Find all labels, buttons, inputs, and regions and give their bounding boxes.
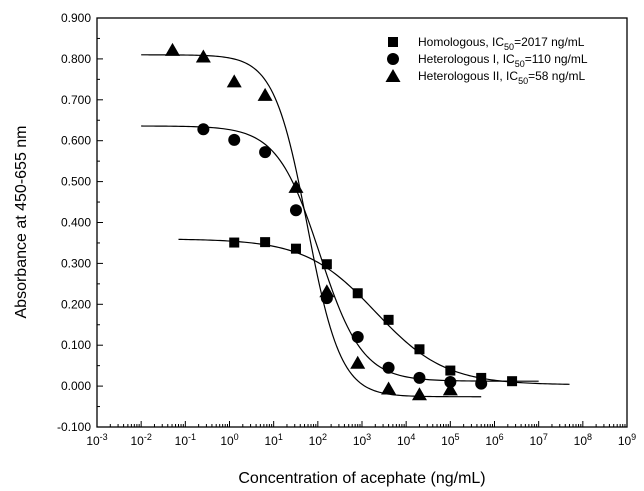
legend-label: Heterologous II, IC50=58 ng/mL [418,69,585,86]
legend-label: Homologous, IC50=2017 ng/mL [418,35,585,52]
data-point-circle [259,146,272,159]
data-point-circle [444,376,457,389]
x-tick-label: 10-2 [130,432,151,448]
legend-label: Heterologous I, IC50=110 ng/mL [418,52,588,69]
fit-curves [141,54,570,398]
x-tick-label: 10-1 [175,432,196,448]
data-point-square [507,376,518,387]
data-point-triangle [257,87,273,101]
data-point-triangle [381,381,397,395]
x-tick-label: 106 [485,432,503,448]
data-point-circle [289,204,302,217]
data-point-triangle [195,49,211,63]
x-tick-label: 101 [264,432,282,448]
x-tick-label: 104 [397,432,415,448]
data-point-square [383,314,394,325]
data-point-circle [228,133,241,146]
data-point-triangle [411,387,427,401]
x-tick-label: 10-3 [86,432,107,448]
x-tick-label: 105 [441,432,459,448]
y-tick-label: 0.300 [61,256,91,270]
data-point-square [321,259,332,270]
x-axis-title: Concentration of acephate (ng/mL) [238,470,485,487]
data-point-triangle [226,74,242,88]
legend-marker-circle [387,53,399,65]
x-tick-label: 102 [309,432,327,448]
y-tick-label: 0.400 [61,216,91,230]
data-point-square [414,344,425,355]
data-point-triangle [319,284,335,298]
y-tick-label: 0.800 [61,52,91,66]
fit-curve-triangle [141,54,482,398]
x-tick-label: 100 [220,432,238,448]
y-tick-label: -0.100 [57,420,91,434]
legend-marker-square [388,37,398,47]
data-point-square [290,243,301,254]
data-point-circle [413,371,426,384]
data-point-square [352,288,363,299]
x-tick-label: 109 [618,432,636,448]
data-point-circle [382,361,395,374]
data-point-circle [475,377,488,390]
data-point-circle [351,331,364,344]
data-point-circle [197,123,210,136]
y-tick-label: 0.000 [61,379,91,393]
data-point-triangle [288,179,304,193]
y-tick-label: 0.900 [61,11,91,25]
y-axis-title: Absorbance at 450-655 nm [13,125,30,318]
fit-curve-circle [141,125,539,382]
x-tick-label: 103 [353,432,371,448]
x-tick-label: 107 [529,432,547,448]
y-axis: -0.100 0.000 0.100 0.200 0.300 0.400 0.500 0.60… [57,11,103,434]
data-point-triangle [442,382,458,396]
y-tick-label: 0.500 [61,175,91,189]
data-point-triangle [350,355,366,369]
legend: Homologous, IC50=2017 ng/mLHeterologous … [385,35,588,86]
y-tick-label: 0.100 [61,338,91,352]
data-points [164,42,518,401]
y-tick-label: 0.200 [61,297,91,311]
legend-marker-triangle [385,69,401,82]
x-axis: 10-3 10-2 10-1 100 101 102 103 104 105 106 107 108 1… [86,421,636,448]
y-tick-label: 0.700 [61,93,91,107]
data-point-square [229,237,240,248]
data-point-triangle [164,42,180,56]
x-tick-label: 108 [574,432,592,448]
data-point-square [445,365,456,376]
data-point-square [260,237,271,248]
y-tick-label: 0.600 [61,134,91,148]
